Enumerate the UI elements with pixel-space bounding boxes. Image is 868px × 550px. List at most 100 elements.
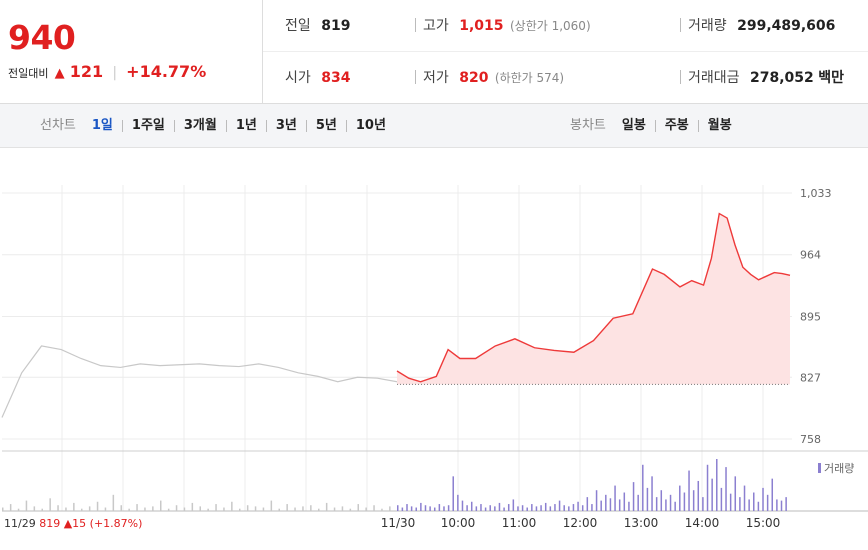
volume-bar [215,504,217,511]
volume-bar [420,502,422,511]
volume-bar [757,501,760,511]
volume-bar [239,508,241,511]
volume-bar [424,505,427,511]
volume-bar [544,502,547,511]
volume-bar [734,476,737,511]
nav-divider [654,120,656,132]
volume-bar [406,504,408,511]
volume-bar [706,464,709,511]
volume-bar [655,497,658,511]
volume-bar [637,494,639,511]
line-period-0[interactable]: 1일 [91,118,113,133]
volume-bar [771,478,774,511]
prev-day-summary: 11/29 819 ▲15 (+1.87%) [4,517,142,530]
nav-divider [697,120,699,132]
y-axis: 1,033 964 895 827 758 [800,187,832,446]
volume-bar [702,497,704,511]
volume-bar [753,492,755,511]
volume-bar [49,498,51,511]
volume-bar [512,499,515,511]
volume-bar [762,487,764,511]
x-tick-label: 11:00 [502,516,537,530]
x-tick-label: 14:00 [685,516,720,530]
line-period-5[interactable]: 5년 [315,118,337,133]
low-value: 820 [459,70,489,86]
line-chart-nav: 선차트 1일 1주일 3개월 1년 3년 5년 10년 [40,104,386,148]
volume-bar [595,490,598,511]
volume-bar [549,506,552,511]
quote-panel: 940 전일대비 ▲ 121 | +14.77% 전일 819 고가 1,015… [0,0,868,104]
volume-bar [294,507,296,511]
volume-bar [651,476,653,511]
prev-day-part: 15 [72,517,90,530]
volume-bar [183,507,186,511]
candle-period-2[interactable]: 월봉 [707,118,732,133]
volume-legend-icon [818,463,821,473]
open-label: 시가 [285,70,311,86]
candle-period-0[interactable]: 일봉 [621,118,646,133]
volume-bar [429,506,431,511]
prev-close: 전일 819 [285,0,350,52]
y-tick-label: 1,033 [800,187,832,200]
line-period-2[interactable]: 3개월 [183,118,217,133]
volume-bar [568,506,570,511]
y-tick-label: 758 [800,433,821,446]
volume-bar [357,504,359,511]
chart-period-nav: 선차트 1일 1주일 3개월 1년 3년 5년 10년 봉차트 일봉 주봉 월봉 [0,104,868,148]
x-tick-label: 13:00 [624,516,659,530]
volume-bar [120,505,122,511]
line-period-4[interactable]: 3년 [275,118,297,133]
volume-bar [725,467,727,511]
volume-bar [254,506,257,511]
volume-bar [660,490,663,511]
volume-bar [191,502,194,511]
low-label: 저가 [423,70,449,86]
volume-bar [591,504,593,511]
high-price: 고가 1,015 (상한가 1,060) [415,0,591,52]
volume-bar [278,508,280,511]
volume-bar [373,505,375,511]
chart-series [1,212,791,418]
change-percent: +14.77% [126,62,207,81]
volume-bar [104,507,107,511]
volume-bar [397,505,399,511]
candle-period-1[interactable]: 주봉 [664,118,689,133]
volume-bar [674,501,676,511]
volume-bar [679,485,681,511]
line-period-6[interactable]: 10년 [355,118,386,133]
volume-bar [246,505,249,511]
volume-bar [433,507,436,511]
change-value: 121 [69,62,104,81]
volume-bar [669,494,672,511]
volume-bar [683,492,686,511]
volume-bar [160,500,162,511]
volume-bar [517,506,519,511]
volume-bar [57,505,59,511]
line-period-1[interactable]: 1주일 [131,118,165,133]
prev-close-value: 819 [321,18,351,34]
x-tick-label: 12:00 [563,516,598,530]
volume-bar [600,500,602,511]
volume-bar [743,485,746,511]
volume-bar [199,506,201,511]
volume-bar [443,506,445,511]
volume-bar [466,505,468,511]
volume-bar [609,498,612,511]
volume-bar [646,487,649,511]
quote-row-1: 전일 819 고가 1,015 (상한가 1,060) 거래량 299,489,… [263,0,868,52]
volume-bar [688,470,690,511]
prev-day-part: (+1.87%) [90,517,143,530]
volume-bar [447,505,450,511]
high-label: 고가 [423,18,449,34]
prev-day-line [1,345,398,418]
volume-bar [144,507,146,511]
volume-bar [494,506,496,511]
open-value: 834 [321,70,351,86]
change-line: 전일대비 ▲ 121 | +14.77% [8,62,206,81]
x-tick-label: 10:00 [441,516,476,530]
volume-bar [262,507,265,511]
candle-chart-nav: 봉차트 일봉 주봉 월봉 [570,104,732,148]
volume-bar [785,497,787,511]
line-period-3[interactable]: 1년 [235,118,257,133]
price-box: 940 전일대비 ▲ 121 | +14.77% [0,0,263,104]
